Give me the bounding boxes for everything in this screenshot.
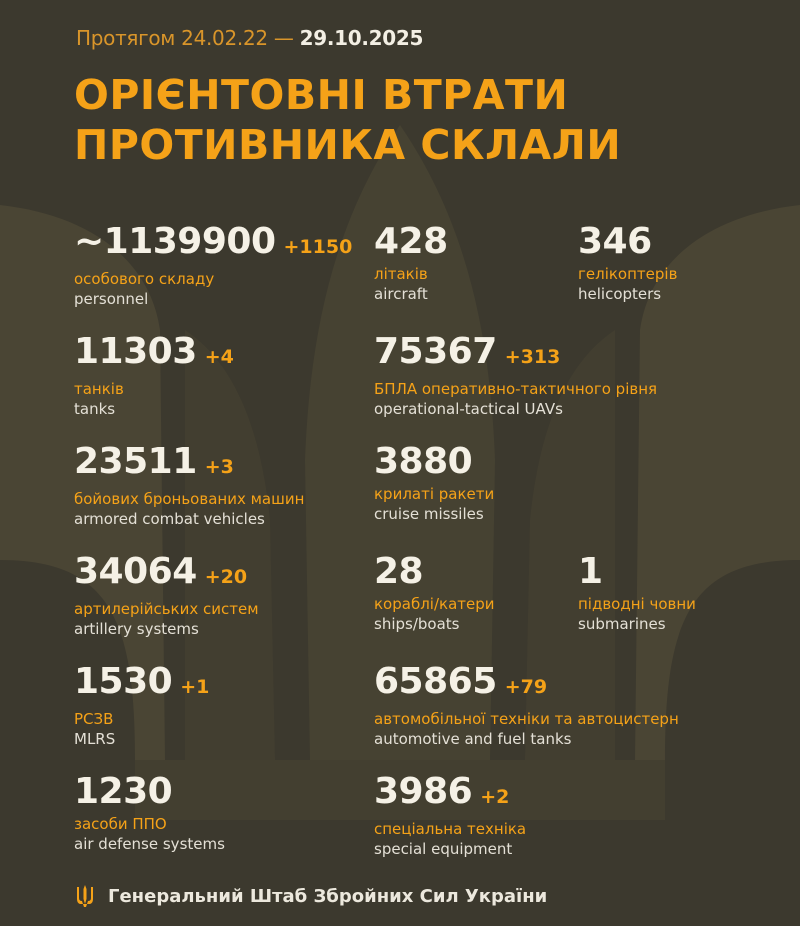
- loss-value: 1: [578, 550, 778, 594]
- loss-item: 346 гелікоптерів helicopters: [578, 220, 778, 330]
- loss-item: 3880 крилаті ракети cruise missiles: [374, 440, 578, 550]
- loss-item: 1530 +1 РСЗВ MLRS: [74, 660, 374, 770]
- value: 428: [374, 221, 448, 262]
- trident-center-spike: [305, 125, 495, 760]
- value: 3880: [374, 441, 473, 482]
- value: 28: [374, 551, 424, 592]
- label-ua: особового складу: [74, 270, 215, 288]
- trident-right-arm: [635, 205, 800, 760]
- label-en: personnel: [74, 290, 149, 308]
- label-en: cruise missiles: [374, 505, 484, 523]
- loss-value: 75367 +313: [374, 330, 578, 379]
- label-ua: бойових броньованих машин: [74, 490, 305, 508]
- title-line-1: ОРІЄНТОВНІ ВТРАТИ: [74, 71, 569, 119]
- label-en: submarines: [578, 615, 666, 633]
- loss-item: 11303 +4 танків tanks: [74, 330, 374, 440]
- daily-delta: +1150: [283, 236, 353, 258]
- label-ua: РСЗВ: [74, 710, 114, 728]
- period-range: Протягом 24.02.22 — 29.10.2025: [76, 26, 423, 50]
- label-ua: гелікоптерів: [578, 265, 678, 283]
- label-ua: крилаті ракети: [374, 485, 495, 503]
- loss-item: 1 підводні човни submarines: [578, 550, 778, 660]
- label-ua: підводні човни: [578, 595, 696, 613]
- loss-value: 428: [374, 220, 578, 264]
- trident-left-arm: [0, 205, 165, 760]
- period-end: 29.10.2025: [299, 26, 424, 50]
- trident-icon: [77, 885, 93, 907]
- label-en: helicopters: [578, 285, 662, 303]
- label-ua: танків: [74, 380, 124, 398]
- label-en: automotive and fuel tanks: [374, 730, 572, 748]
- label-ua: літаків: [374, 265, 428, 283]
- footer-text: Генеральний Штаб Збройних Сил України: [108, 885, 548, 907]
- daily-delta: +2: [480, 786, 510, 808]
- value: 11303: [74, 331, 197, 372]
- value: 3986: [374, 771, 473, 812]
- value: ~1139900: [74, 221, 276, 262]
- loss-item: 34064 +20 артилерійських систем artillery s…: [74, 550, 374, 660]
- value: 23511: [74, 441, 197, 482]
- loss-value: 1230: [74, 770, 374, 814]
- value: 1: [578, 551, 603, 592]
- loss-value: 34064 +20: [74, 550, 374, 599]
- trident-inner-left: [185, 330, 275, 760]
- label-en: aircraft: [374, 285, 428, 303]
- label-en: ships/boats: [374, 615, 460, 633]
- loss-value: ~1139900 +1150: [74, 220, 374, 269]
- daily-delta: +79: [504, 676, 548, 698]
- daily-delta: +20: [204, 566, 248, 588]
- value: 34064: [74, 551, 197, 592]
- label-ua: автомобільної техніки та автоцистерн: [374, 710, 679, 728]
- label-en: tanks: [74, 400, 116, 418]
- loss-item: 28 кораблі/катери ships/boats: [374, 550, 578, 660]
- loss-value: 3880: [374, 440, 578, 484]
- label-ua: артилерійських систем: [74, 600, 259, 618]
- loss-value: 3986 +2: [374, 770, 578, 819]
- loss-value: 1530 +1: [74, 660, 374, 709]
- label-en: armored combat vehicles: [74, 510, 265, 528]
- label-en: operational-tactical UAVs: [374, 400, 563, 418]
- period-start: Протягом 24.02.22 —: [76, 26, 294, 50]
- loss-value: 23511 +3: [74, 440, 374, 489]
- value: 75367: [374, 331, 497, 372]
- value: 1230: [74, 771, 173, 812]
- label-ua: БПЛА оперативно-тактичного рівня: [374, 380, 658, 398]
- trident-inner-right: [525, 330, 615, 760]
- value: 65865: [374, 661, 497, 702]
- label-ua: кораблі/катери: [374, 595, 495, 613]
- loss-item: 3986 +2 спеціальна техніка special equipmen…: [374, 770, 578, 880]
- loss-value: 346: [578, 220, 778, 264]
- loss-value: 65865 +79: [374, 660, 578, 709]
- daily-delta: +3: [204, 456, 234, 478]
- losses-grid: ~1139900 +1150 особового складу personnel 42…: [74, 220, 778, 880]
- label-en: artillery systems: [74, 620, 199, 638]
- footer: Генеральний Штаб Збройних Сил України: [76, 884, 547, 908]
- daily-delta: +4: [204, 346, 234, 368]
- label-ua: засоби ППО: [74, 815, 167, 833]
- loss-value: 11303 +4: [74, 330, 374, 379]
- label-ua: спеціальна техніка: [374, 820, 527, 838]
- value: 1530: [74, 661, 173, 702]
- loss-item: 428 літаків aircraft: [374, 220, 578, 330]
- label-en: air defense systems: [74, 835, 225, 853]
- title-line-2: ПРОТИВНИКА СКЛАЛИ: [74, 121, 622, 169]
- loss-item: 1230 засоби ППО air defense systems: [74, 770, 374, 880]
- loss-item: 75367 +313 БПЛА оперативно-тактичного рівн…: [374, 330, 658, 440]
- page-title: ОРІЄНТОВНІ ВТРАТИ ПРОТИВНИКА СКЛАЛИ: [74, 70, 621, 170]
- value: 346: [578, 221, 652, 262]
- loss-value: 28: [374, 550, 578, 594]
- loss-item: ~1139900 +1150 особового складу personnel: [74, 220, 374, 330]
- loss-item: 65865 +79 автомобільної техніки та автоцис…: [374, 660, 679, 770]
- label-en: special equipment: [374, 840, 513, 858]
- daily-delta: +313: [504, 346, 561, 368]
- label-en: MLRS: [74, 730, 116, 748]
- loss-item: 23511 +3 бойових броньованих машин armored …: [74, 440, 374, 550]
- daily-delta: +1: [180, 676, 210, 698]
- trident-base: [135, 760, 665, 820]
